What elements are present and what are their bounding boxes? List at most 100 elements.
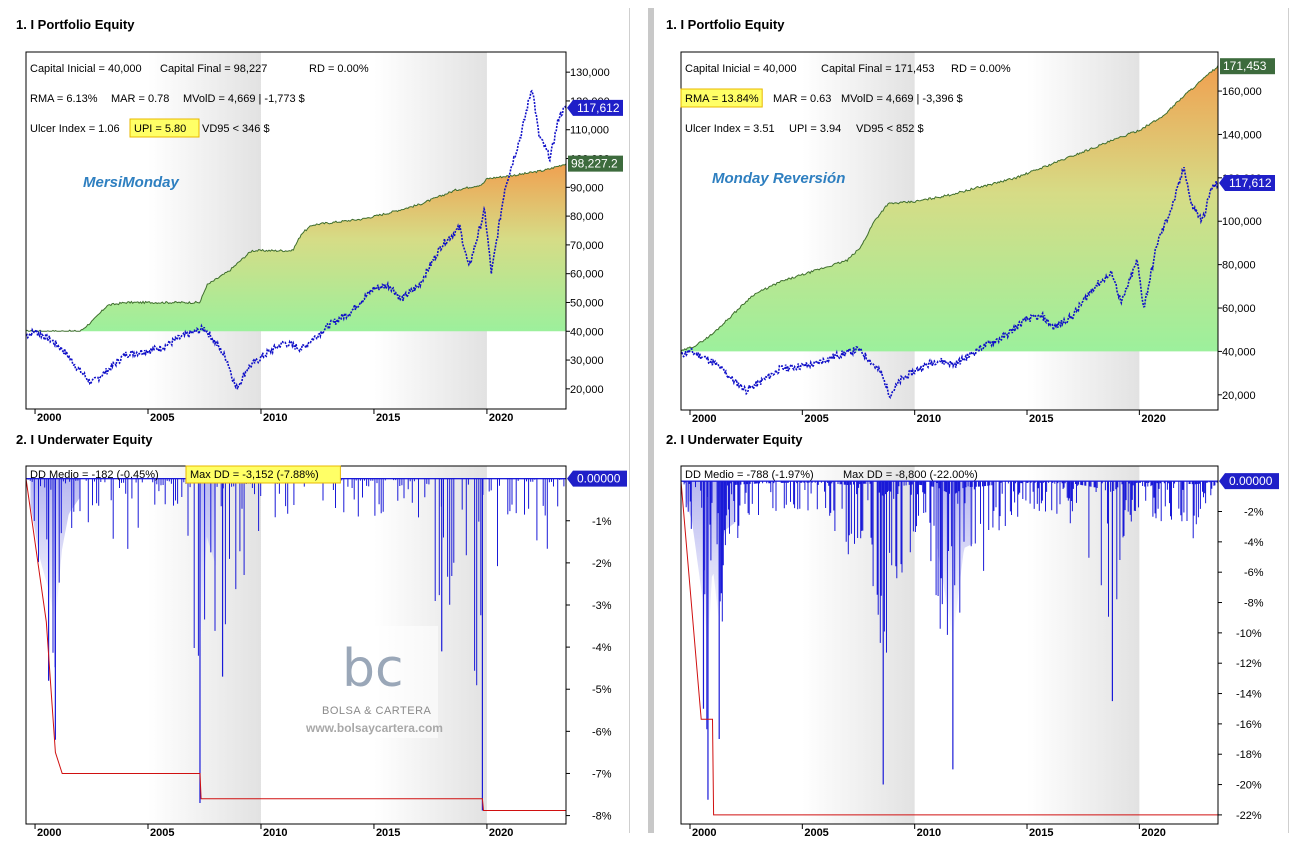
- stat-text: DD Medio = -182 (-0.45%): [30, 469, 159, 481]
- equity-chart-left: 130,000120,000110,000100,00090,00080,000…: [25, 51, 627, 839]
- stat-text: RD = 0.00%: [951, 63, 1011, 75]
- stat-text: Max DD = -8,800 (-22.00%): [843, 469, 978, 481]
- x-tick-label: 2010: [263, 412, 287, 424]
- equity-value-text: 98,227.2: [571, 157, 618, 171]
- stat-text: Capital Inicial = 40,000: [685, 63, 797, 75]
- y-tick-label: 30,000: [570, 355, 604, 367]
- equity-chart-right: 160,000140,000120,000100,00080,00060,000…: [680, 51, 1279, 839]
- y-tick-label: -1%: [592, 516, 612, 528]
- stat-text: RD = 0.00%: [309, 63, 369, 75]
- y-tick-label: 80,000: [1222, 260, 1256, 272]
- equity-area: [26, 163, 566, 332]
- x-tick-label: 2020: [489, 827, 513, 839]
- x-tick-label: 2005: [150, 827, 174, 839]
- equity-chart-title: 1. I Portfolio Equity: [666, 17, 785, 32]
- x-tick-label: 2000: [692, 827, 716, 839]
- y-tick-label: -2%: [592, 558, 612, 570]
- stat-text: DD Medio = -788 (-1.97%): [685, 469, 814, 481]
- y-tick-label: -8%: [592, 811, 612, 823]
- stat-text: RMA = 13.84%: [685, 93, 759, 105]
- y-tick-label: 40,000: [570, 326, 604, 338]
- stat-text: Ulcer Index = 3.51: [685, 123, 775, 135]
- y-tick-label: -20%: [1236, 780, 1262, 792]
- benchmark-line: [25, 89, 567, 390]
- y-tick-label: 140,000: [1222, 129, 1262, 141]
- y-tick-label: 60,000: [1222, 303, 1256, 315]
- y-tick-label: -10%: [1236, 628, 1262, 640]
- y-tick-label: 110,000: [570, 125, 609, 137]
- last-value-badge: [1219, 175, 1275, 192]
- x-tick-label: 2000: [692, 413, 716, 425]
- x-tick-label: 2000: [37, 827, 61, 839]
- x-tick-label: 2010: [917, 827, 941, 839]
- x-tick-label: 2015: [1029, 413, 1053, 425]
- watermark-logo: bc: [342, 639, 404, 699]
- equity-value-text: 171,453: [1223, 59, 1267, 73]
- y-tick-label: 160,000: [1222, 86, 1262, 98]
- last-value-badge: [1219, 473, 1279, 490]
- y-tick-label: -6%: [1244, 567, 1264, 579]
- y-tick-label: 60,000: [570, 269, 604, 281]
- x-tick-label: 2000: [37, 412, 61, 424]
- equity-line: [26, 163, 567, 332]
- stat-text: Capital Final = 98,227: [160, 63, 267, 75]
- watermark-url: www.bolsaycartera.com: [305, 721, 443, 735]
- y-tick-label: -3%: [592, 600, 612, 612]
- x-tick-label: 2015: [1029, 827, 1053, 839]
- stat-highlight: [129, 118, 200, 138]
- watermark-bg: [300, 626, 438, 738]
- y-tick-label: -6%: [592, 726, 612, 738]
- x-tick-label: 2015: [376, 412, 400, 424]
- right-report-panel: 1. I Portfolio Equity 2. I Underwater Eq…: [657, 8, 1289, 839]
- stat-text: MVolD = 4,669 | -3,396 $: [841, 93, 963, 105]
- stat-text: UPI = 3.94: [789, 123, 841, 135]
- y-tick-label: 130,000: [570, 67, 610, 79]
- left-report-panel: 1. I Portfolio Equity 2. I Underwater Eq…: [8, 8, 630, 839]
- stat-text: RMA = 6.13%: [30, 93, 98, 105]
- stat-text: MVolD = 4,669 | -1,773 $: [183, 93, 305, 105]
- x-tick-label: 2010: [263, 827, 287, 839]
- stat-text: UPI = 5.80: [134, 123, 186, 135]
- max-drawdown-line: [25, 478, 566, 811]
- stat-text: Max DD = -3,152 (-7.88%): [190, 469, 319, 481]
- stat-text: VD95 < 346 $: [202, 123, 270, 135]
- x-tick-label: 2015: [376, 827, 400, 839]
- y-tick-label: 90,000: [570, 182, 604, 194]
- y-tick-label: 20,000: [1222, 390, 1256, 402]
- x-tick-label: 2005: [804, 413, 828, 425]
- y-tick-label: -7%: [592, 768, 612, 780]
- stat-text: Ulcer Index = 1.06: [30, 123, 120, 135]
- stat-text: MAR = 0.63: [773, 93, 831, 105]
- y-tick-label: -12%: [1236, 658, 1262, 670]
- x-tick-label: 2020: [1141, 827, 1165, 839]
- drawdown-shade: [199, 478, 216, 657]
- x-tick-label: 2020: [1141, 413, 1165, 425]
- stat-text: Capital Inicial = 40,000: [30, 63, 142, 75]
- equity-line: [680, 65, 1219, 352]
- last-value-text: 0.00000: [1229, 474, 1273, 488]
- panel-divider[interactable]: [648, 8, 654, 833]
- y-tick-label: -22%: [1236, 810, 1262, 822]
- equity-value-badge: [568, 155, 623, 172]
- watermark-name: BOLSA & CARTERA: [322, 705, 432, 717]
- stat-text: MAR = 0.78: [111, 93, 169, 105]
- y-tick-label: 40,000: [1222, 346, 1256, 358]
- max-drawdown-line: [680, 481, 1218, 816]
- y-tick-label: 50,000: [570, 297, 604, 309]
- y-tick-label: 20,000: [570, 384, 604, 396]
- y-tick-label: 80,000: [570, 211, 604, 223]
- equity-area: [681, 65, 1218, 352]
- underwater-chart-title: 2. I Underwater Equity: [666, 432, 803, 447]
- equity-chart-title: 1. I Portfolio Equity: [16, 17, 135, 32]
- benchmark-line: [680, 167, 1219, 399]
- x-tick-label: 2010: [917, 413, 941, 425]
- y-tick-label: -18%: [1236, 749, 1262, 761]
- y-tick-label: -4%: [1244, 537, 1264, 549]
- period-band: [1027, 466, 1140, 824]
- y-tick-label: -14%: [1236, 689, 1262, 701]
- last-value-badge: [567, 99, 623, 116]
- y-tick-label: -16%: [1236, 719, 1262, 731]
- period-band: [802, 466, 915, 824]
- last-value-text: 117,612: [577, 101, 620, 115]
- y-tick-label: 100,000: [1222, 216, 1262, 228]
